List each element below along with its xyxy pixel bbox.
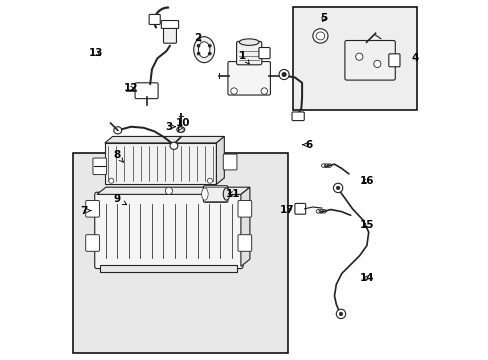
Ellipse shape <box>201 188 208 200</box>
Ellipse shape <box>170 142 178 149</box>
Circle shape <box>208 44 211 47</box>
FancyBboxPatch shape <box>227 62 270 95</box>
Ellipse shape <box>312 29 327 43</box>
FancyBboxPatch shape <box>203 186 227 202</box>
Circle shape <box>207 178 212 183</box>
Text: 5: 5 <box>320 13 326 23</box>
FancyBboxPatch shape <box>291 112 304 121</box>
FancyBboxPatch shape <box>85 235 99 251</box>
FancyBboxPatch shape <box>163 23 176 43</box>
FancyBboxPatch shape <box>149 14 160 24</box>
FancyBboxPatch shape <box>258 48 269 59</box>
Text: 3: 3 <box>165 122 175 132</box>
Text: 6: 6 <box>302 140 312 150</box>
Bar <box>104 143 216 184</box>
FancyBboxPatch shape <box>344 41 394 80</box>
Circle shape <box>197 52 200 55</box>
Circle shape <box>261 88 267 94</box>
Circle shape <box>336 309 345 319</box>
Text: 2: 2 <box>194 33 201 43</box>
FancyBboxPatch shape <box>294 203 305 214</box>
Polygon shape <box>97 187 249 194</box>
Ellipse shape <box>198 42 209 58</box>
Text: 7: 7 <box>81 206 91 216</box>
Text: 15: 15 <box>359 220 373 230</box>
Circle shape <box>208 52 211 55</box>
Text: 8: 8 <box>113 150 123 162</box>
Text: 13: 13 <box>89 48 103 58</box>
Circle shape <box>339 312 342 316</box>
Text: 14: 14 <box>359 273 373 283</box>
Text: 10: 10 <box>176 118 190 131</box>
Circle shape <box>197 44 200 47</box>
FancyBboxPatch shape <box>85 201 99 217</box>
FancyBboxPatch shape <box>238 201 251 217</box>
FancyBboxPatch shape <box>93 158 106 175</box>
Ellipse shape <box>223 188 229 200</box>
FancyBboxPatch shape <box>95 192 243 269</box>
Circle shape <box>355 53 362 60</box>
Text: 16: 16 <box>359 176 373 186</box>
Circle shape <box>178 127 183 132</box>
Polygon shape <box>216 136 224 184</box>
Polygon shape <box>104 136 224 143</box>
Ellipse shape <box>315 32 324 40</box>
Text: 9: 9 <box>113 194 126 205</box>
Circle shape <box>282 72 285 77</box>
FancyBboxPatch shape <box>238 235 251 251</box>
Bar <box>292 7 416 110</box>
Text: 4: 4 <box>411 53 418 63</box>
Text: 17: 17 <box>279 204 294 215</box>
Circle shape <box>279 69 288 80</box>
FancyBboxPatch shape <box>161 21 178 28</box>
Circle shape <box>230 88 237 94</box>
Ellipse shape <box>239 39 259 45</box>
Ellipse shape <box>193 37 214 63</box>
Ellipse shape <box>177 127 184 132</box>
Text: 11: 11 <box>225 189 240 199</box>
Bar <box>101 265 237 272</box>
Circle shape <box>333 183 342 193</box>
FancyBboxPatch shape <box>135 83 158 99</box>
FancyBboxPatch shape <box>388 54 399 67</box>
Circle shape <box>373 60 380 68</box>
Circle shape <box>108 178 114 183</box>
Polygon shape <box>241 187 249 266</box>
Bar <box>73 153 287 353</box>
Ellipse shape <box>114 127 122 134</box>
Circle shape <box>336 186 339 190</box>
FancyBboxPatch shape <box>223 154 237 170</box>
FancyBboxPatch shape <box>236 41 261 65</box>
Text: 1: 1 <box>239 51 249 64</box>
Text: 12: 12 <box>123 83 138 93</box>
Circle shape <box>165 187 172 194</box>
